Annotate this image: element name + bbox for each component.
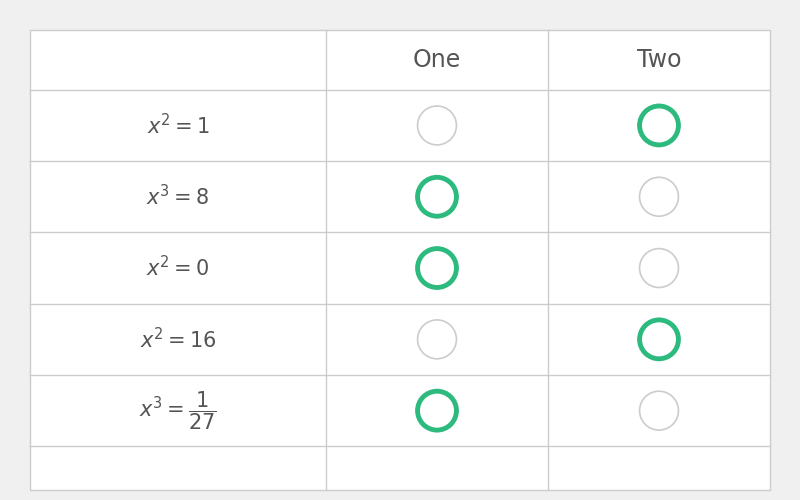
Text: $x^2 = 0$: $x^2 = 0$ [146,256,210,280]
Point [653,122,666,130]
Text: $x^3 = \dfrac{1}{27}$: $x^3 = \dfrac{1}{27}$ [139,390,217,432]
Point [653,336,666,344]
Text: $x^2 = 16$: $x^2 = 16$ [140,327,216,352]
Point [430,406,443,414]
Point [653,406,666,414]
Text: $x^2 = 1$: $x^2 = 1$ [146,113,210,138]
Point [430,336,443,344]
Text: $x^3 = 8$: $x^3 = 8$ [146,184,210,210]
Point [653,264,666,272]
Text: One: One [413,48,461,72]
Point [430,192,443,200]
Point [430,122,443,130]
FancyBboxPatch shape [30,30,770,490]
Text: Two: Two [637,48,682,72]
Point [430,264,443,272]
Point [653,192,666,200]
